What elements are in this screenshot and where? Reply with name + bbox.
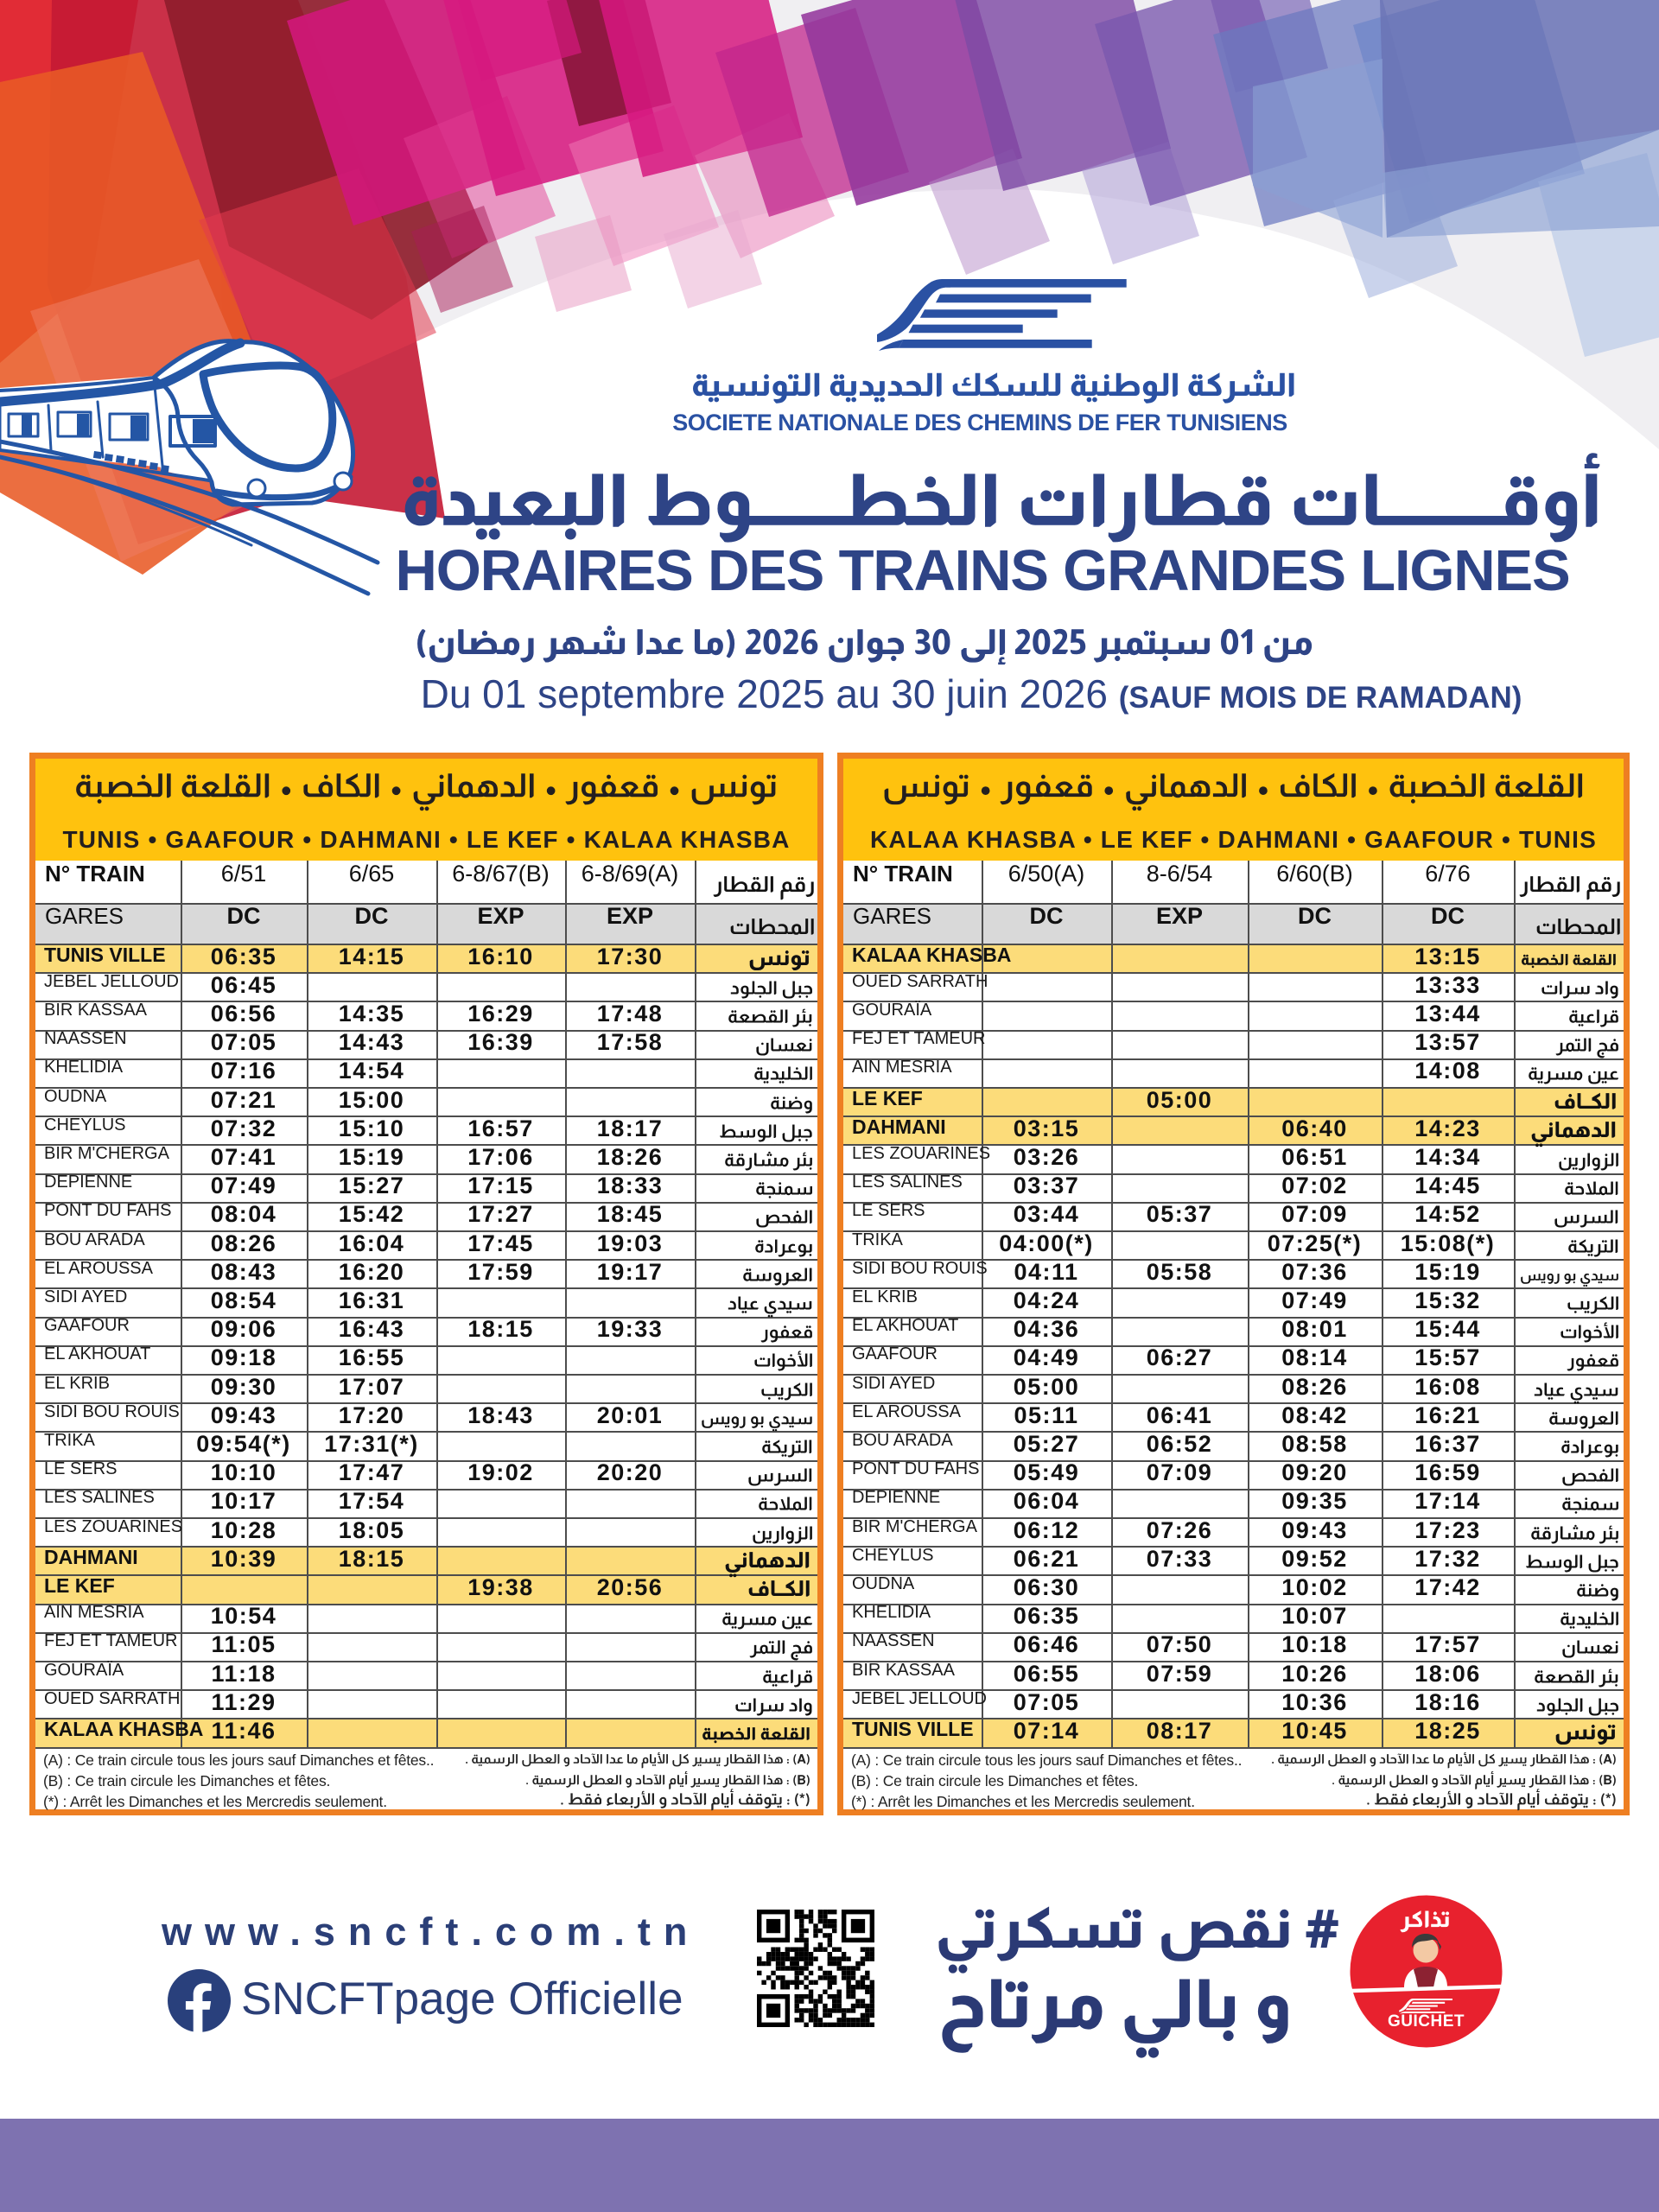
- svg-text:GUICHET: GUICHET: [1388, 2012, 1465, 2031]
